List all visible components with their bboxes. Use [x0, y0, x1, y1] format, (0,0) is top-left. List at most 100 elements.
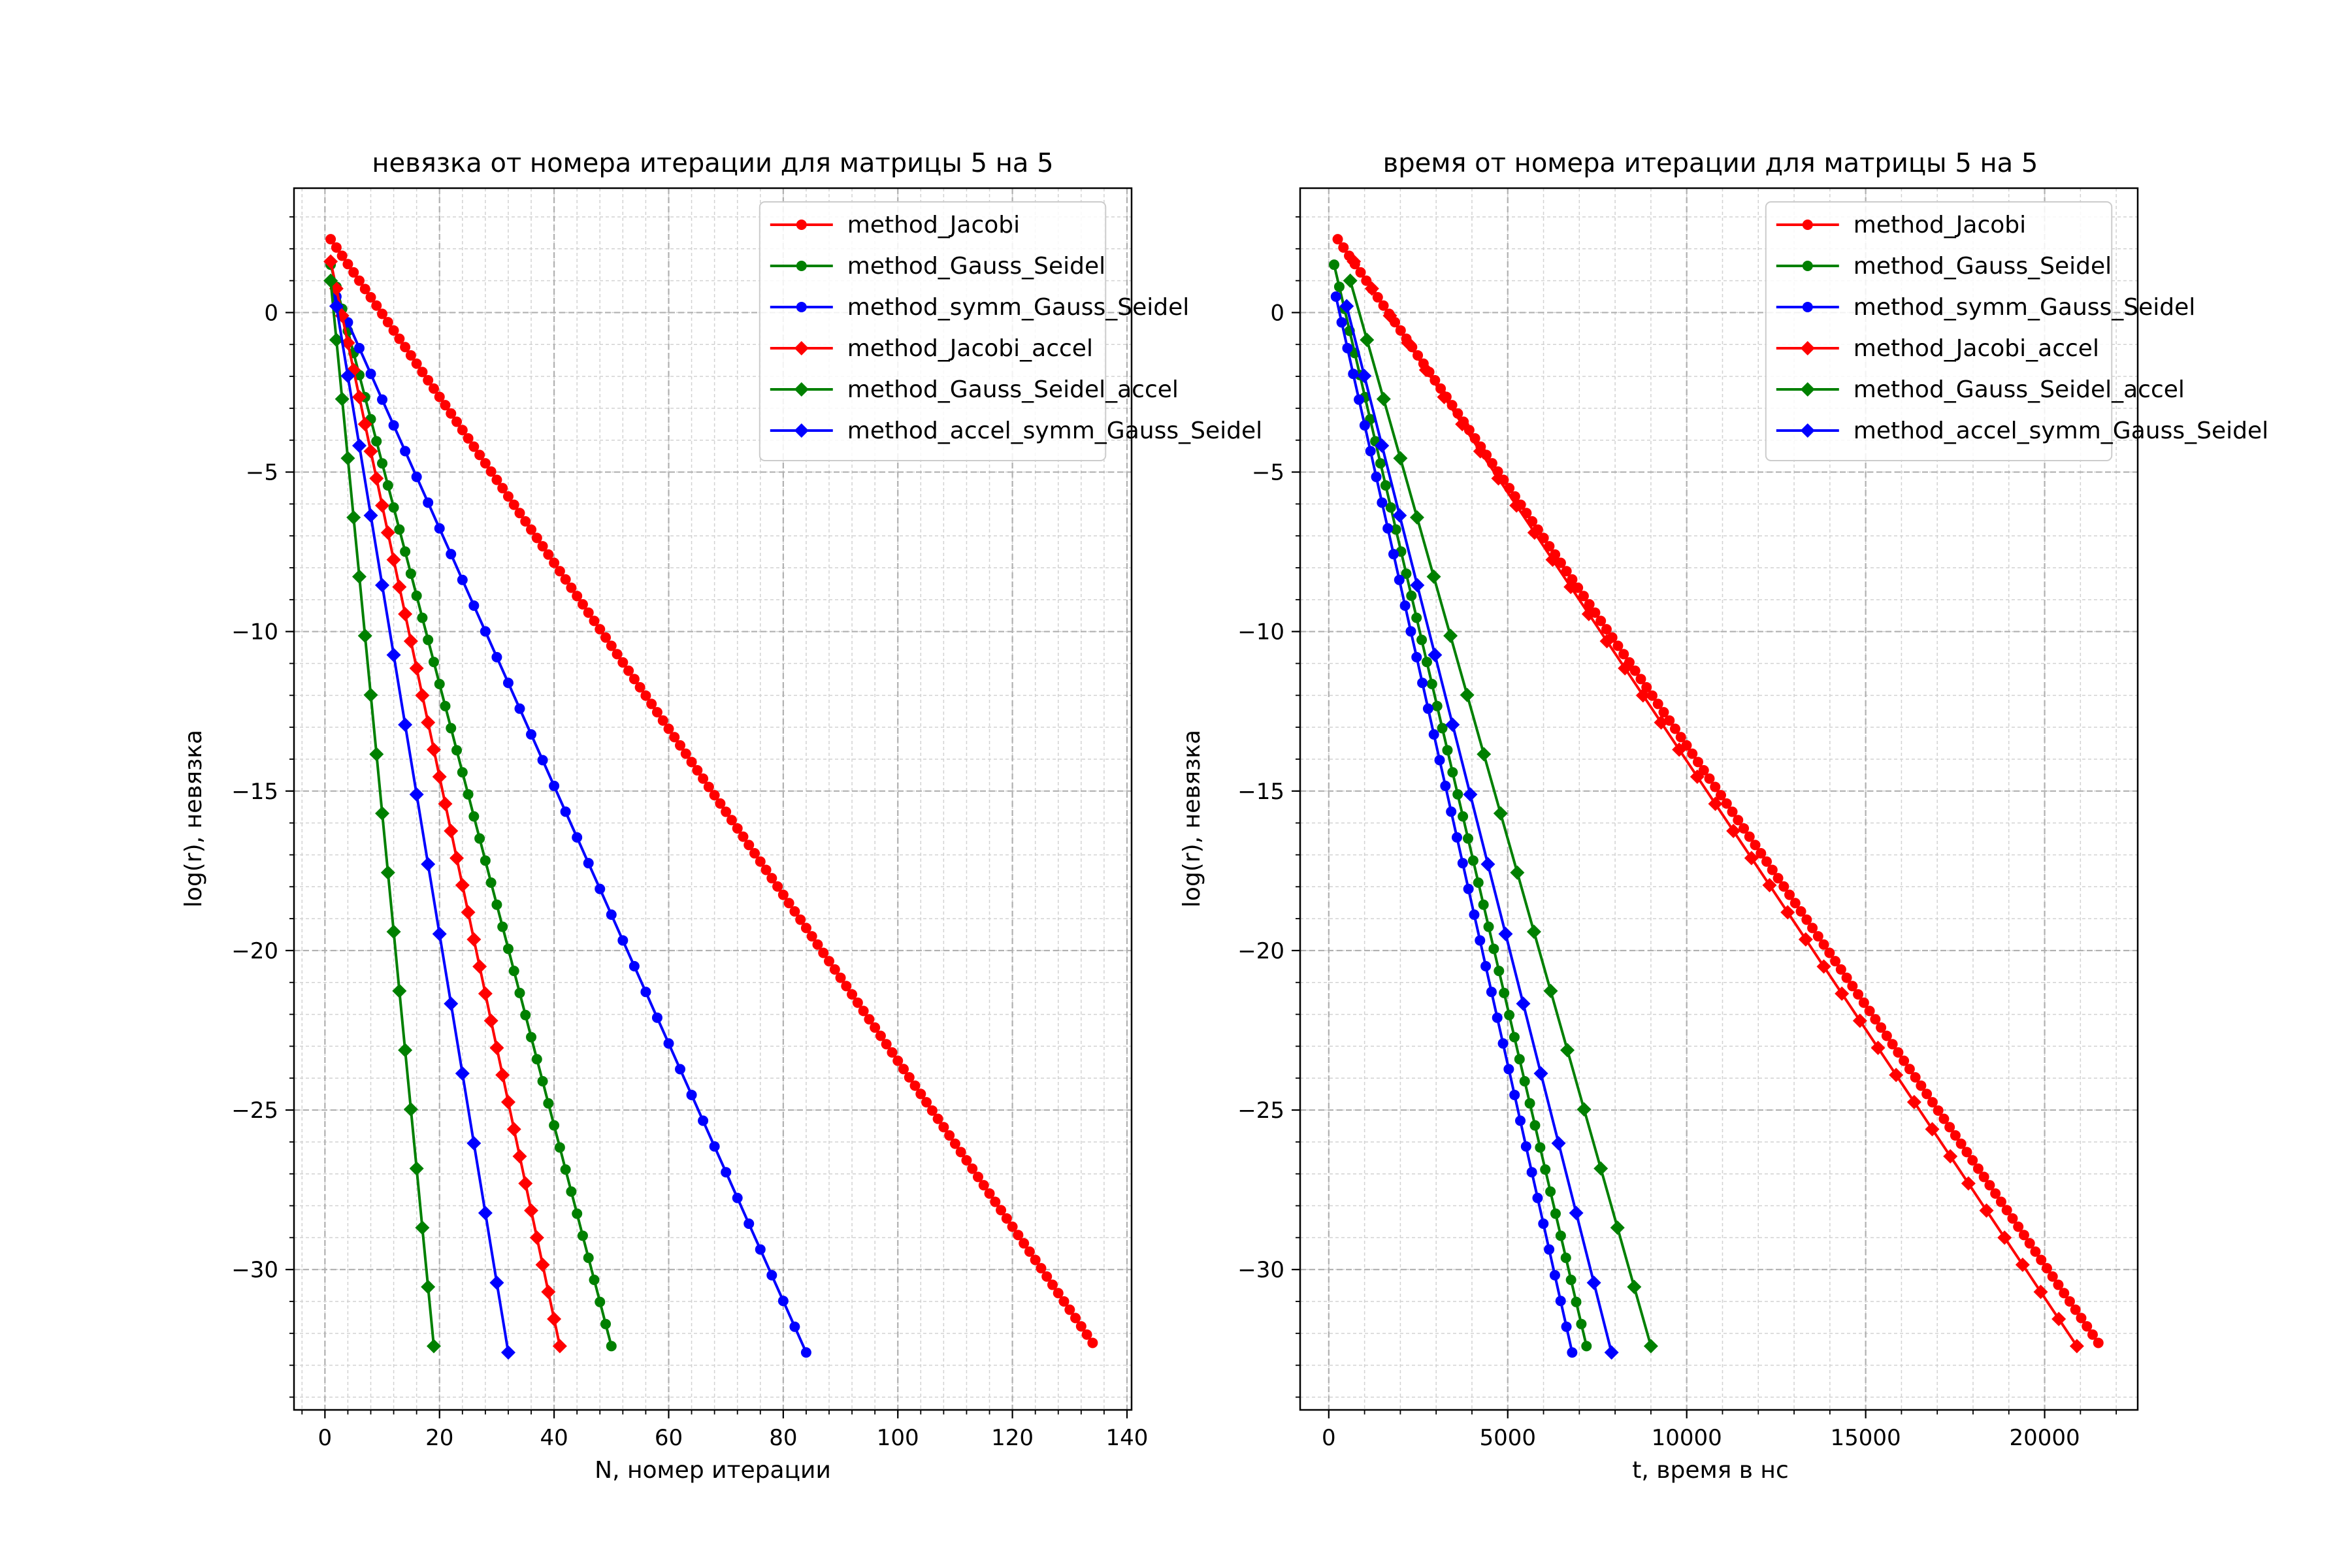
axis-ticks: 0 20 40 60 80 100 120 140 0 −5 −10 −15 −20 −25 −30 — [231, 216, 1148, 1451]
data-point — [403, 1102, 418, 1117]
data-point — [1357, 368, 1372, 384]
data-point — [1445, 717, 1460, 732]
data-point — [489, 1040, 504, 1055]
data-point — [468, 441, 480, 452]
data-point — [329, 299, 344, 314]
x-tick-label: 20000 — [2009, 1425, 2080, 1451]
data-point — [703, 781, 714, 792]
data-point — [1858, 997, 1869, 1008]
data-point — [2041, 1263, 2052, 1274]
data-point — [640, 987, 651, 998]
data-point — [955, 1147, 966, 1158]
data-point — [2007, 1213, 2018, 1224]
data-point — [1798, 932, 1813, 947]
series-method_accel_symm_Gauss_Seidel — [1339, 299, 1619, 1360]
data-point — [1893, 1047, 1904, 1058]
data-point — [606, 909, 617, 921]
data-point — [1944, 1122, 1955, 1133]
data-point — [915, 1088, 926, 1100]
y-tick-label: −5 — [246, 460, 278, 486]
series-method_Gauss_Seidel_accel — [1343, 273, 1658, 1354]
data-point — [1571, 1296, 1582, 1307]
data-point — [1509, 498, 1524, 513]
legend-label: method_accel_symm_Gauss_Seidel — [1854, 417, 2268, 444]
data-point — [1493, 806, 1508, 821]
data-point — [1904, 1064, 1915, 1075]
data-point — [726, 815, 737, 826]
data-point — [577, 599, 588, 610]
data-point — [547, 1311, 562, 1326]
data-point — [1967, 1155, 1978, 1166]
y-tick-label: −15 — [231, 779, 278, 805]
data-point — [500, 1094, 515, 1109]
data-point — [1744, 831, 1755, 842]
data-point — [1457, 858, 1468, 869]
data-point — [1443, 629, 1458, 644]
data-point — [921, 1097, 932, 1108]
data-point — [1480, 960, 1492, 972]
data-point — [1411, 651, 1422, 662]
data-point — [526, 524, 537, 535]
data-point — [1494, 966, 1505, 977]
data-point — [1870, 1040, 1886, 1055]
data-point — [549, 780, 560, 791]
series-method_Jacobi_accel — [1347, 254, 2084, 1354]
legend-marker — [1802, 220, 1813, 230]
data-point — [698, 1115, 709, 1126]
data-point — [743, 1218, 755, 1230]
data-point — [421, 857, 436, 872]
data-point — [535, 1257, 550, 1272]
data-point — [2015, 1257, 2030, 1272]
data-point — [1019, 1238, 1030, 1249]
data-point — [400, 546, 411, 557]
data-point — [777, 889, 789, 900]
data-point — [1772, 873, 1784, 884]
data-point — [1767, 864, 1778, 875]
data-point — [629, 674, 640, 685]
data-point — [847, 988, 858, 1000]
data-point — [1841, 972, 1852, 983]
data-point — [340, 451, 355, 466]
data-point — [1727, 806, 1738, 817]
data-point — [1030, 1254, 1041, 1266]
data-point — [411, 590, 422, 601]
data-point — [1569, 1205, 1584, 1220]
data-point — [852, 997, 863, 1008]
data-point — [686, 757, 697, 768]
data-point — [1835, 964, 1846, 975]
data-point — [1347, 254, 1362, 269]
data-point — [1376, 391, 1391, 406]
data-point — [1830, 956, 1841, 967]
data-point — [772, 881, 783, 892]
data-point — [426, 1339, 441, 1354]
data-point — [1416, 634, 1428, 645]
series-line — [335, 306, 510, 1353]
x-tick-label: 15000 — [1831, 1425, 1901, 1451]
data-point — [1348, 368, 1359, 380]
data-point — [1853, 988, 1864, 1000]
data-point — [1053, 1288, 1064, 1299]
chart-residual-vs-iterations: невязка от номера итерации для матрицы 5… — [180, 148, 1262, 1484]
data-point — [415, 688, 430, 703]
data-point — [421, 715, 436, 730]
data-point — [1452, 789, 1463, 800]
data-point — [1388, 549, 1399, 560]
data-point — [1343, 273, 1358, 288]
data-point — [394, 333, 405, 344]
legend: method_Jacobi method_Gauss_Seidel method_s… — [759, 201, 1262, 461]
data-point — [386, 924, 401, 939]
data-point — [881, 1039, 892, 1050]
data-point — [497, 921, 508, 932]
data-point — [2070, 1304, 2081, 1315]
data-point — [617, 935, 629, 946]
data-point — [1540, 1164, 1551, 1175]
legend-marker — [1800, 423, 1815, 438]
data-point — [1365, 446, 1376, 457]
data-point — [1835, 986, 1850, 1001]
series-method_Gauss_Seidel_accel — [323, 273, 441, 1354]
data-point — [346, 510, 361, 525]
x-tick-label: 0 — [1322, 1425, 1336, 1451]
data-point — [961, 1155, 972, 1166]
legend-marker — [794, 341, 809, 355]
data-point — [353, 342, 365, 353]
